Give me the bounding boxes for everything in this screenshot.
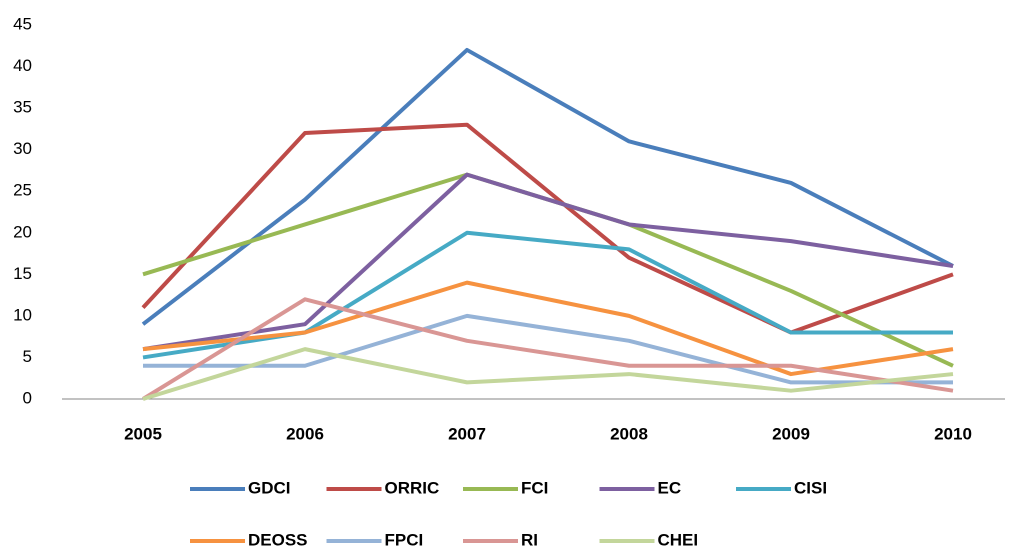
y-tick-label: 20 <box>13 222 32 241</box>
y-tick-label: 35 <box>13 98 32 117</box>
y-tick-label: 5 <box>23 347 32 366</box>
x-tick-label: 2010 <box>934 424 972 443</box>
y-tick-label: 15 <box>13 264 32 283</box>
series-line <box>141 47 954 326</box>
y-tick-label: 45 <box>13 14 32 33</box>
series-line <box>142 230 953 360</box>
series-line <box>141 122 954 335</box>
legend-label: RI <box>521 530 538 546</box>
y-tick-label: 30 <box>13 139 32 158</box>
legend-label: CHEI <box>658 530 699 546</box>
x-tick-label: 2006 <box>286 424 324 443</box>
legend-label: EC <box>658 478 682 497</box>
legend-label: GDCI <box>248 478 291 497</box>
y-tick-label: 25 <box>13 181 32 200</box>
series-line <box>142 172 954 352</box>
legend-label: FCI <box>521 478 548 497</box>
series-line <box>142 347 954 401</box>
y-tick-label: 10 <box>13 305 32 324</box>
legend-label: ORRIC <box>385 478 440 497</box>
legend-label: CISI <box>794 478 827 497</box>
legend-label: FPCI <box>385 530 424 546</box>
x-tick-label: 2007 <box>448 424 486 443</box>
legend-label: DEOSS <box>248 530 308 546</box>
series-line <box>143 313 953 385</box>
y-tick-label: 0 <box>23 388 32 407</box>
y-tick-label: 40 <box>13 56 32 75</box>
x-tick-label: 2009 <box>772 424 810 443</box>
x-tick-label: 2005 <box>124 424 162 443</box>
series-line <box>141 297 954 401</box>
x-tick-label: 2008 <box>610 424 648 443</box>
